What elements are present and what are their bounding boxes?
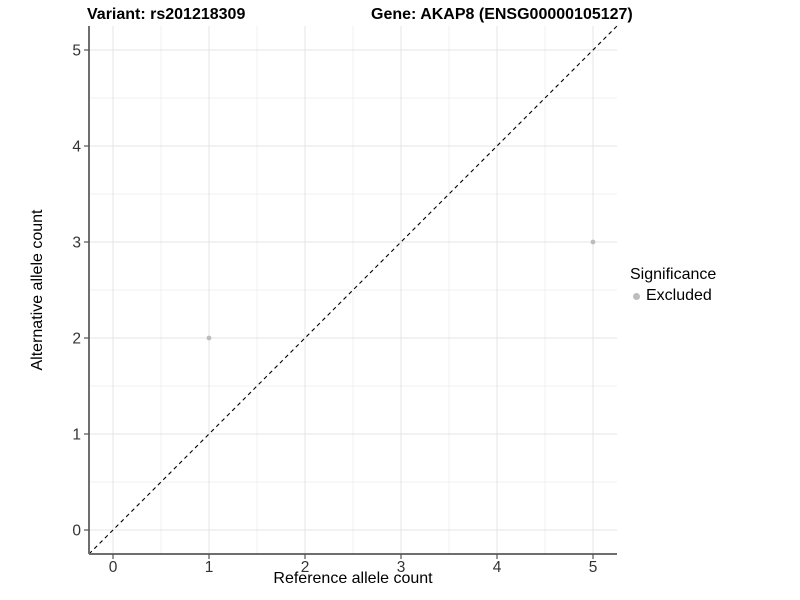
legend-title: Significance [630, 266, 717, 283]
plot-title-variant: Variant: rs201218309 [87, 6, 246, 23]
legend-item-excluded: Excluded [630, 287, 716, 305]
x-tick-label: 3 [397, 559, 406, 576]
legend: Significance Excluded [630, 266, 716, 305]
x-tick-label: 1 [205, 559, 214, 576]
plot-title-gene: Gene: AKAP8 (ENSG00000105127) [371, 6, 633, 23]
legend-key-point-icon [633, 292, 640, 300]
y-tick-label: 5 [72, 43, 81, 60]
y-tick-label: 1 [72, 427, 81, 444]
x-axis-label: Reference allele count [273, 570, 433, 587]
x-tick-label: 4 [493, 559, 502, 576]
y-tick-label: 0 [72, 523, 81, 540]
x-tick-label: 2 [301, 559, 310, 576]
y-axis-label: Alternative allele count [29, 209, 46, 371]
y-tick-label: 2 [72, 331, 81, 348]
x-tick-label: 0 [109, 559, 118, 576]
y-tick-label: 3 [72, 235, 81, 252]
data-point [206, 335, 212, 341]
data-point [590, 239, 596, 245]
legend-item-label: Excluded [646, 287, 712, 304]
x-tick-label: 5 [589, 559, 598, 576]
y-tick-label: 4 [72, 139, 81, 156]
